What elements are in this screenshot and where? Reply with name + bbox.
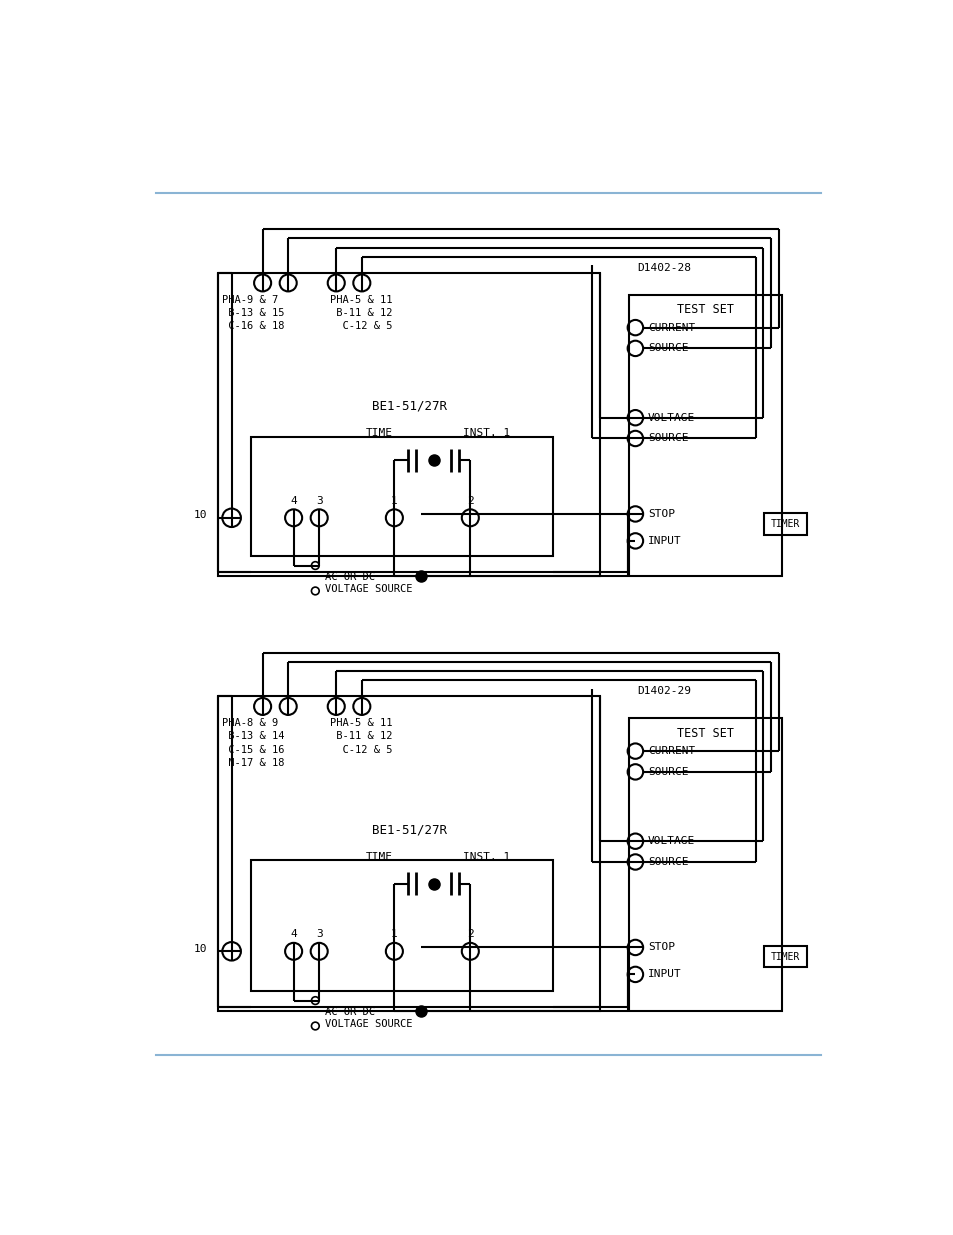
- Text: BE1-51/27R: BE1-51/27R: [372, 400, 446, 412]
- Text: 3: 3: [315, 930, 322, 940]
- Text: INPUT: INPUT: [647, 536, 680, 546]
- Text: SOURCE: SOURCE: [647, 433, 687, 443]
- Text: INST. 1: INST. 1: [462, 852, 509, 862]
- Bar: [629, 294, 781, 576]
- Text: B-13 & 14: B-13 & 14: [222, 731, 285, 741]
- Bar: [251, 861, 553, 992]
- Text: 2: 2: [466, 930, 474, 940]
- Text: AC OR DC: AC OR DC: [325, 572, 375, 582]
- Text: TIME: TIME: [365, 429, 393, 438]
- Text: D1402-28: D1402-28: [637, 263, 690, 273]
- Text: N-17 & 18: N-17 & 18: [222, 757, 285, 768]
- Text: B-13 & 15: B-13 & 15: [222, 308, 285, 317]
- Text: VOLTAGE SOURCE: VOLTAGE SOURCE: [325, 584, 413, 594]
- Text: INPUT: INPUT: [647, 969, 680, 979]
- Text: C-15 & 16: C-15 & 16: [222, 745, 285, 755]
- Text: VOLTAGE SOURCE: VOLTAGE SOURCE: [325, 1019, 413, 1029]
- Text: AC OR DC: AC OR DC: [325, 1007, 375, 1018]
- Bar: [629, 718, 781, 1010]
- Bar: [251, 437, 553, 556]
- Text: TIMER: TIMER: [770, 519, 800, 529]
- Text: INST. 1: INST. 1: [462, 429, 509, 438]
- Text: D1402-29: D1402-29: [637, 687, 690, 697]
- Bar: [763, 946, 806, 967]
- Text: B-11 & 12: B-11 & 12: [330, 308, 392, 317]
- Text: 1: 1: [391, 496, 397, 506]
- Text: TEST SET: TEST SET: [677, 304, 733, 316]
- Text: STOP: STOP: [647, 509, 674, 519]
- Text: 2: 2: [466, 496, 474, 506]
- Text: VOLTAGE: VOLTAGE: [647, 836, 695, 846]
- Text: PHA-5 & 11: PHA-5 & 11: [330, 295, 392, 305]
- Text: PHA-5 & 11: PHA-5 & 11: [330, 719, 392, 729]
- Bar: [218, 697, 599, 1010]
- Text: 1: 1: [391, 930, 397, 940]
- Text: SOURCE: SOURCE: [647, 343, 687, 353]
- Text: PHA-8 & 9: PHA-8 & 9: [222, 719, 278, 729]
- Text: CURRENT: CURRENT: [647, 746, 695, 756]
- Text: 3: 3: [315, 496, 322, 506]
- Text: SOURCE: SOURCE: [647, 767, 687, 777]
- Text: PHA-9 & 7: PHA-9 & 7: [222, 295, 278, 305]
- Bar: [763, 514, 806, 535]
- Text: TEST SET: TEST SET: [677, 727, 733, 740]
- Text: C-16 & 18: C-16 & 18: [222, 321, 285, 331]
- Text: C-12 & 5: C-12 & 5: [330, 321, 392, 331]
- Text: BE1-51/27R: BE1-51/27R: [372, 824, 446, 836]
- Text: STOP: STOP: [647, 942, 674, 952]
- Text: VOLTAGE: VOLTAGE: [647, 412, 695, 422]
- Text: C-12 & 5: C-12 & 5: [330, 745, 392, 755]
- Bar: [218, 273, 599, 576]
- Text: 10: 10: [193, 944, 207, 953]
- Text: 4: 4: [290, 496, 296, 506]
- Text: TIME: TIME: [365, 852, 393, 862]
- Text: B-11 & 12: B-11 & 12: [330, 731, 392, 741]
- Text: 4: 4: [290, 930, 296, 940]
- Text: TIMER: TIMER: [770, 952, 800, 962]
- Text: SOURCE: SOURCE: [647, 857, 687, 867]
- Text: 10: 10: [193, 510, 207, 520]
- Text: CURRENT: CURRENT: [647, 322, 695, 332]
